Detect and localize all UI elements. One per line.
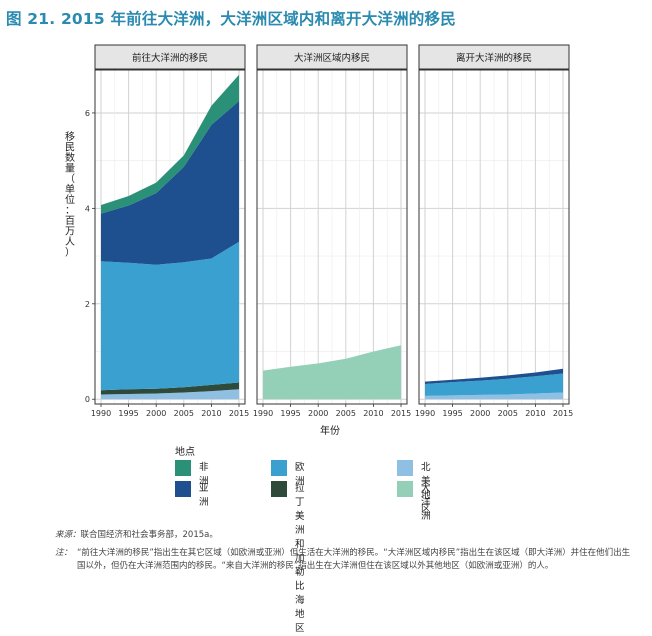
x-axis-title: 年份 (320, 424, 340, 437)
x-tick-label: 2015 (553, 409, 573, 418)
x-tick-label: 2010 (201, 409, 221, 418)
panel-title: 大洋洲区域内移民 (294, 52, 370, 64)
source-line: 来源：联合国经济和社会事务部，2015a。 (55, 528, 218, 540)
faceted-area-chart: 前往大洋洲的移民 1990 1995 2000 2005 2010 2015 大洋洲区域内移民… (65, 44, 573, 437)
x-tick-label: 2000 (146, 409, 166, 418)
legend-label: 非洲 (199, 462, 209, 487)
panel-title: 前往大洋洲的移民 (132, 52, 208, 64)
x-tick-label: 1990 (253, 409, 273, 418)
x-tick-label: 1995 (118, 409, 138, 418)
panel-border (256, 69, 408, 405)
x-tick-label: 1995 (442, 409, 462, 418)
panel-title: 离开大洋洲的移民 (456, 52, 532, 64)
x-tick-label: 2010 (363, 409, 383, 418)
y-axis-title: 移民数量（单位：百万人） (65, 130, 75, 259)
legend-label: 北美地区 (421, 462, 431, 515)
legend-item-africa: 非洲 (175, 460, 209, 489)
legend-label: 大洋洲 (421, 483, 431, 522)
legend-swatch (271, 460, 287, 476)
chart-title: 图 21. 2015 年前往大洋洲，大洋洲区域内和离开大洋洲的移民 (6, 10, 456, 28)
area-asia (425, 368, 563, 384)
legend-swatch (397, 460, 413, 476)
panel-border (94, 69, 246, 405)
panel-strip (256, 44, 408, 70)
x-tick-label: 2000 (470, 409, 490, 418)
source-text: 联合国经济和社会事务部，2015a。 (80, 530, 218, 540)
x-tick-label: 2015 (229, 409, 249, 418)
x-tick-label: 1990 (91, 409, 111, 418)
legend-swatch (175, 481, 191, 497)
x-tick-label: 2005 (174, 409, 194, 418)
legend-item-europe: 欧洲 (271, 460, 305, 489)
note-label: 注： (55, 548, 73, 558)
y-tick-label: 2 (85, 300, 90, 309)
y-tick-label: 0 (85, 395, 90, 404)
x-tick-label: 2010 (525, 409, 545, 418)
legend-label: 欧洲 (295, 462, 305, 487)
panel-strip (94, 44, 246, 70)
legend-swatch (397, 481, 413, 497)
area-north-america (425, 392, 563, 400)
x-tick-label: 2005 (498, 409, 518, 418)
area-oceania (263, 345, 401, 400)
area-north-america (101, 389, 239, 400)
x-tick-label: 2000 (308, 409, 328, 418)
legend-label: 亚洲 (199, 483, 209, 508)
x-tick-label: 2005 (336, 409, 356, 418)
panel-border (418, 69, 570, 405)
x-tick-label: 1995 (280, 409, 300, 418)
area-europe (425, 373, 563, 396)
y-tick-label: 4 (85, 204, 90, 213)
source-label: 来源： (55, 530, 81, 540)
area-latin-america (101, 382, 239, 395)
legend-title: 地点 (175, 447, 195, 458)
legend-item-asia: 亚洲 (175, 481, 209, 510)
note-text: “前往大洋洲的移民”指出生在其它区域（如欧洲或亚洲）但生活在大洋洲的移民。“大洋… (77, 548, 631, 571)
y-tick-label: 6 (85, 109, 90, 118)
legend-swatch (271, 481, 287, 497)
legend-swatch (175, 460, 191, 476)
panel-strip (418, 44, 570, 70)
x-tick-label: 1990 (415, 409, 435, 418)
area-europe (101, 241, 239, 391)
area-asia (101, 101, 239, 265)
legend-item-oceania: 大洋洲 (397, 481, 431, 524)
legend-item-north-america: 北美地区 (397, 460, 431, 517)
x-tick-label: 2015 (391, 409, 411, 418)
